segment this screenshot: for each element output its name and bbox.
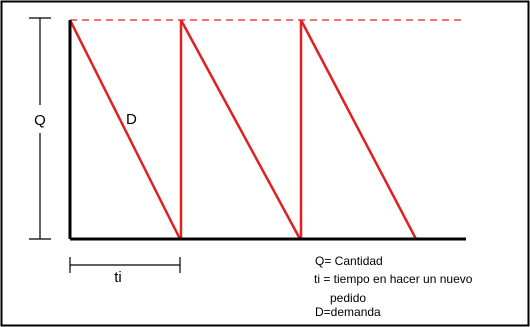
depletion-line-3	[299, 19, 418, 240]
interval-label: ti	[114, 269, 122, 286]
legend: Q= Cantidad ti = tiempo en hacer un nuev…	[314, 254, 473, 319]
interval-dimension	[69, 257, 181, 273]
legend-line-4: D=demanda	[315, 305, 381, 319]
depletion-line-1	[68, 19, 182, 240]
legend-line-1: Q= Cantidad	[315, 254, 383, 268]
legend-line-2: ti = tiempo en hacer un nuevo	[314, 272, 473, 286]
sawtooth-series	[68, 19, 418, 240]
axes	[68, 20, 466, 241]
depletion-line-2	[179, 19, 302, 240]
quantity-label: Q	[34, 112, 46, 129]
demand-label: D	[126, 111, 137, 128]
quantity-dimension: Q	[26, 17, 54, 240]
legend-line-3: pedido	[330, 291, 366, 305]
